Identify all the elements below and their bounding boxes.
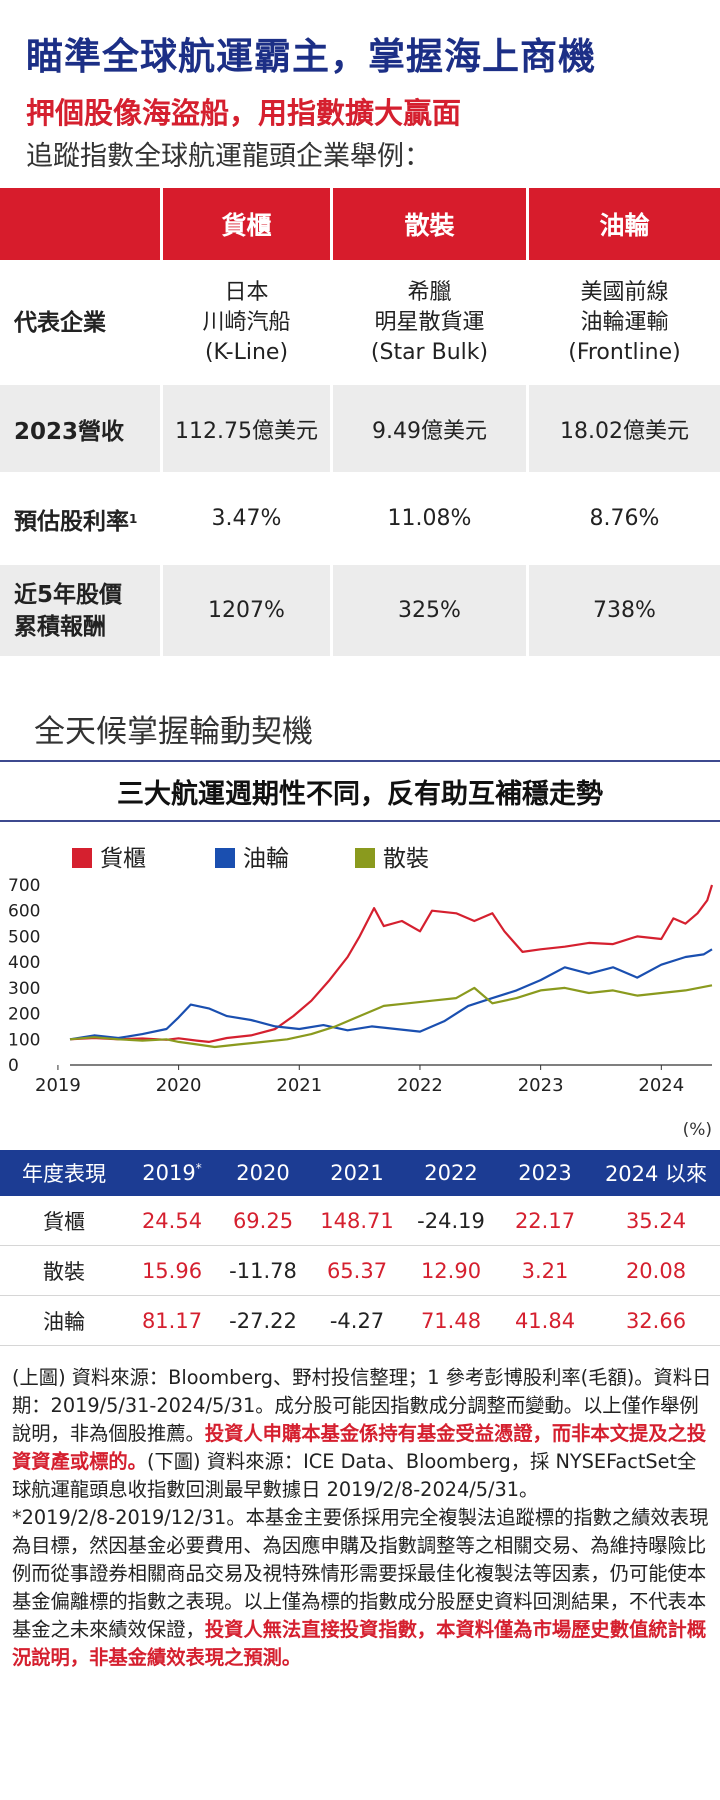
x-tick-label: 2023 xyxy=(518,1075,564,1096)
y-tick-label: 200 xyxy=(8,1005,40,1025)
row-revenue: 2023營收 112.75億美元 9.49億美元 18.02億美元 xyxy=(0,382,720,472)
header-cell: 2022 xyxy=(424,1161,478,1185)
table-cell: -4.27 xyxy=(329,1308,385,1333)
header-cell: 2024 以來 xyxy=(604,1162,708,1186)
cell-frontline: 美國前線 油輪運輸 (Frontline) xyxy=(526,260,720,382)
table-cell: 41.84 xyxy=(514,1308,576,1333)
cell-value: 112.75億美元 xyxy=(160,382,330,472)
y-tick-label: 0 xyxy=(8,1056,19,1076)
cell-starbulk: 希臘 明星散貨運 (Star Bulk) xyxy=(330,260,526,382)
row-label: 代表企業 xyxy=(0,260,160,382)
row-label: 近5年股價 累積報酬 xyxy=(0,562,160,656)
table-cell: 71.48 xyxy=(420,1308,482,1333)
unit-label: (%) xyxy=(682,1120,712,1140)
header-tanker: 油輪 xyxy=(526,188,720,260)
row-label: 散裝 xyxy=(43,1259,85,1284)
table-cell: 81.17 xyxy=(141,1308,203,1333)
header-cell: 2020 xyxy=(236,1161,290,1185)
table-cell: 15.96 xyxy=(141,1258,203,1283)
legend-label: 油輪 xyxy=(243,846,289,872)
y-tick-label: 300 xyxy=(8,979,40,999)
cell-value: 738% xyxy=(526,562,720,656)
header-container: 貨櫃 xyxy=(160,188,330,260)
performance-rows: 貨櫃 24.54 69.25 148.71 -24.19 22.17 35.24 散裝 15.9… xyxy=(0,1196,720,1346)
cell-value: 3.47% xyxy=(160,472,330,562)
table-cell: 12.90 xyxy=(420,1258,482,1283)
company-table-header: 貨櫃 散裝 油輪 xyxy=(0,188,720,260)
table-cell: -27.22 xyxy=(229,1308,297,1333)
x-tick-label: 2020 xyxy=(156,1075,202,1096)
table-row: 貨櫃 24.54 69.25 148.71 -24.19 22.17 35.24 xyxy=(0,1196,720,1246)
intro-text: 追蹤指數全球航運龍頭企業舉例： xyxy=(26,141,431,172)
performance-header: 年度表現 2019* 2020 2021 2022 2023 2024 以來 xyxy=(0,1150,720,1196)
chart-title: 三大航運週期性不同，反有助互補穩走勢 xyxy=(0,760,720,822)
y-tick-label: 500 xyxy=(8,927,40,947)
series-line-1 xyxy=(69,948,713,1041)
x-tick-label: 2024 xyxy=(638,1075,684,1096)
header-bulk: 散裝 xyxy=(330,188,526,260)
header-cell: 2023 xyxy=(518,1161,572,1185)
table-cell: -11.78 xyxy=(229,1258,297,1283)
section-title: 全天候掌握輪動契機 xyxy=(34,714,313,750)
footnote-paragraph: *2019/2/8-2019/12/31。本基金主要係採用完全複製法追蹤標的指數… xyxy=(12,1506,709,1669)
table-cell: 20.08 xyxy=(625,1258,687,1283)
series-line-2 xyxy=(69,984,713,1049)
x-tick-label: 2021 xyxy=(276,1075,322,1096)
footnotes: (上圖) 資料來源：Bloomberg、野村投信整理；1 參考彭博股利率(毛額)… xyxy=(12,1364,712,1672)
row-label: 油輪 xyxy=(43,1309,85,1334)
page-title: 瞄準全球航運霸主，掌握海上商機 xyxy=(26,35,596,78)
table-cell: 148.71 xyxy=(320,1208,394,1233)
table-cell: 22.17 xyxy=(514,1208,576,1233)
shipping-line-chart: 0 100 200 300 400 500 600 700 2019 2020 2021 2022 20… xyxy=(8,846,714,1096)
page-subtitle: 押個股像海盜船，用指數擴大贏面 xyxy=(26,96,462,130)
footnote-mark: * xyxy=(195,1161,202,1175)
series-line-0 xyxy=(69,884,714,1043)
table-cell: 69.25 xyxy=(232,1208,294,1233)
legend-swatch xyxy=(72,848,92,868)
y-tick-label: 700 xyxy=(8,876,40,896)
table-cell: 3.21 xyxy=(521,1258,569,1283)
table-cell: 32.66 xyxy=(625,1308,687,1333)
table-row: 油輪 81.17 -27.22 -4.27 71.48 41.84 32.66 xyxy=(0,1296,720,1346)
row-label: 貨櫃 xyxy=(43,1209,85,1234)
header-blank-cell xyxy=(0,188,160,260)
company-table: 貨櫃 散裝 油輪 代表企業 日本 川崎汽船 (K-Line) 希臘 明星散貨運 (Sta… xyxy=(0,188,720,656)
header-cell: 2021 xyxy=(330,1161,384,1185)
footnote-paragraph: (上圖) 資料來源：Bloomberg、野村投信整理；1 參考彭博股利率(毛額)… xyxy=(12,1366,712,1501)
header-cell: 2019* xyxy=(142,1161,202,1185)
row-representative: 代表企業 日本 川崎汽船 (K-Line) 希臘 明星散貨運 (Star Bulk) 美… xyxy=(0,260,720,382)
y-tick-label: 600 xyxy=(8,902,40,922)
table-cell: 65.37 xyxy=(326,1258,388,1283)
y-tick-label: 400 xyxy=(8,953,40,973)
row-dividend: 預估股利率 1 3.47% 11.08% 8.76% xyxy=(0,472,720,562)
cell-kline: 日本 川崎汽船 (K-Line) xyxy=(160,260,330,382)
header-cell: 年度表現 xyxy=(22,1162,106,1186)
cell-value: 8.76% xyxy=(526,472,720,562)
table-cell: -24.19 xyxy=(417,1208,485,1233)
cell-value: 9.49億美元 xyxy=(330,382,526,472)
legend-swatch xyxy=(355,848,375,868)
row-5y-return: 近5年股價 累積報酬 1207% 325% 738% xyxy=(0,562,720,656)
row-label: 預估股利率 1 xyxy=(0,472,160,562)
table-row: 散裝 15.96 -11.78 65.37 12.90 3.21 20.08 xyxy=(0,1246,720,1296)
table-cell: 35.24 xyxy=(625,1208,687,1233)
legend-label: 散裝 xyxy=(383,846,429,872)
cell-value: 18.02億美元 xyxy=(526,382,720,472)
legend-label: 貨櫃 xyxy=(100,846,146,872)
y-tick-label: 100 xyxy=(8,1030,40,1050)
x-tick-label: 2022 xyxy=(397,1075,443,1096)
cell-value: 11.08% xyxy=(330,472,526,562)
cell-value: 325% xyxy=(330,562,526,656)
footnote-mark: 1 xyxy=(129,511,138,526)
table-cell: 24.54 xyxy=(141,1208,203,1233)
x-tick-label: 2019 xyxy=(35,1075,81,1096)
cell-value: 1207% xyxy=(160,562,330,656)
legend-swatch xyxy=(215,848,235,868)
row-label: 2023營收 xyxy=(0,382,160,472)
performance-table: 年度表現 2019* 2020 2021 2022 2023 2024 以來 貨… xyxy=(0,1150,720,1346)
